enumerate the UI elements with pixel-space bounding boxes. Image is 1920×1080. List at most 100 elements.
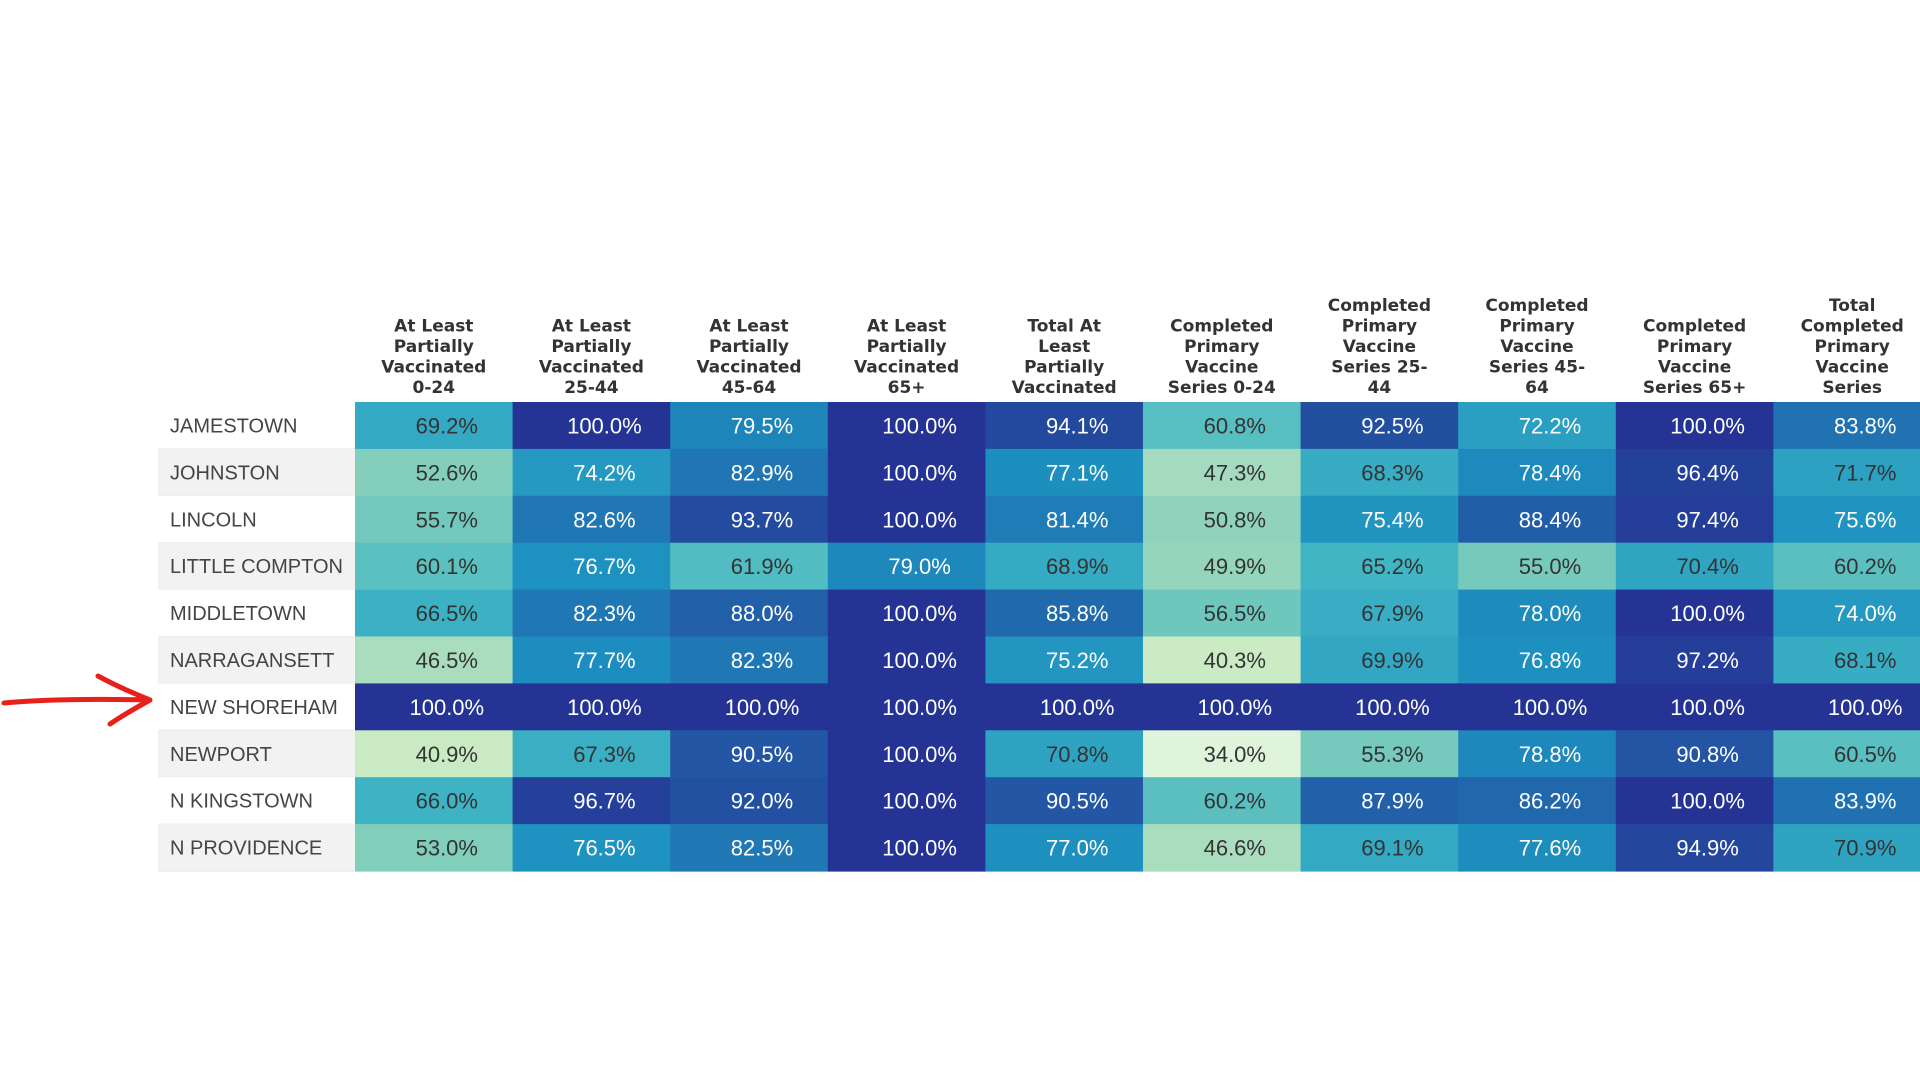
row-label-background xyxy=(158,683,355,731)
heatmap-cell xyxy=(827,683,986,731)
heatmap-cell xyxy=(1615,636,1774,684)
row-label: JAMESTOWN xyxy=(170,415,297,437)
heatmap-cell xyxy=(1300,589,1459,638)
row-label: N PROVIDENCE xyxy=(170,838,322,860)
cell-value-label: 79.0% xyxy=(888,554,950,579)
cell-value-label: 100.0% xyxy=(882,695,957,720)
cell-value-label: 60.2% xyxy=(1834,554,1896,579)
cell-value-label: 82.5% xyxy=(731,836,793,861)
heatmap-cell xyxy=(1773,448,1920,497)
heatmap-cell xyxy=(1458,495,1617,544)
column-header-line: At Least xyxy=(867,317,946,337)
cell-value-label: 55.0% xyxy=(1519,554,1581,579)
column-header-line: 44 xyxy=(1368,378,1392,398)
heatmap-cell xyxy=(355,683,514,731)
cell-value-label: 100.0% xyxy=(1670,695,1745,720)
column-header-line: At Least xyxy=(394,317,473,337)
cell-value-label: 78.0% xyxy=(1519,601,1581,626)
cell-value-label: 88.0% xyxy=(731,601,793,626)
cell-value-label: 100.0% xyxy=(409,695,484,720)
column-header-line: Partially xyxy=(867,337,947,357)
cell-value-label: 74.0% xyxy=(1834,601,1896,626)
cell-value-label: 92.5% xyxy=(1361,413,1423,438)
heatmap-cell xyxy=(985,542,1144,591)
column-header-line: Vaccinated xyxy=(539,358,644,378)
cell-value-label: 55.3% xyxy=(1361,742,1423,767)
cell-value-label: 83.8% xyxy=(1834,413,1896,438)
heatmap-cell xyxy=(1458,824,1617,872)
cell-value-label: 67.9% xyxy=(1361,601,1423,626)
heatmap-cell xyxy=(670,589,829,638)
row-label-background xyxy=(158,402,355,449)
cell-value-label: 81.4% xyxy=(1046,507,1108,532)
cell-value-label: 100.0% xyxy=(882,648,957,673)
heatmap-cell xyxy=(512,824,671,872)
cell-value-label: 100.0% xyxy=(882,836,957,861)
cell-value-label: 66.0% xyxy=(416,789,478,814)
cell-value-label: 78.4% xyxy=(1519,460,1581,485)
heatmap-cell xyxy=(512,730,671,778)
row-label: LITTLE COMPTON xyxy=(170,556,343,578)
cell-value-label: 82.9% xyxy=(731,460,793,485)
heatmap-cell xyxy=(512,402,671,450)
row-label-background xyxy=(158,824,355,871)
heatmap-cell xyxy=(1615,683,1774,731)
cell-value-label: 68.3% xyxy=(1361,460,1423,485)
cell-value-label: 96.7% xyxy=(573,789,635,814)
column-header: Total At Least Partially Vaccinated xyxy=(1012,317,1117,399)
column-header-line: Vaccine xyxy=(1500,337,1573,357)
heatmap-cell xyxy=(355,542,514,591)
column-header: At Least Partially Vaccinated 25-44 xyxy=(539,317,644,399)
row-label: N KINGSTOWN xyxy=(170,791,313,813)
heatmap-cell xyxy=(1773,777,1920,825)
cell-value-label: 94.1% xyxy=(1046,413,1108,438)
cell-value-label: 46.5% xyxy=(416,648,478,673)
heatmap-cell xyxy=(1300,683,1459,731)
heatmap-cell xyxy=(985,495,1144,544)
cell-value-label: 46.6% xyxy=(1204,836,1266,861)
heatmap-cell xyxy=(827,448,986,497)
heatmap-cell xyxy=(1773,824,1920,872)
cell-value-label: 52.6% xyxy=(416,460,478,485)
heatmap-cell xyxy=(670,448,829,497)
cell-value-label: 100.0% xyxy=(1513,695,1588,720)
cell-value-label: 70.4% xyxy=(1676,554,1738,579)
heatmap-cell xyxy=(670,636,829,684)
cell-value-label: 68.1% xyxy=(1834,648,1896,673)
row-label: MIDDLETOWN xyxy=(170,603,306,625)
heatmap-cell xyxy=(670,730,829,778)
heatmap-cell xyxy=(985,777,1144,825)
cell-value-label: 85.8% xyxy=(1046,601,1108,626)
heatmap-cell xyxy=(1773,730,1920,778)
cell-value-label: 75.6% xyxy=(1834,507,1896,532)
cell-value-label: 100.0% xyxy=(1670,601,1745,626)
heatmap-cell xyxy=(670,402,829,450)
heatmap-cell xyxy=(1300,402,1459,450)
heatmap-cell xyxy=(827,495,986,544)
column-header: Total Completed Primary Vaccine Series xyxy=(1801,296,1904,398)
row-label-background xyxy=(158,636,355,684)
heatmap-cell xyxy=(1773,402,1920,450)
row-label: JOHNSTON xyxy=(170,462,280,484)
cell-value-label: 100.0% xyxy=(882,742,957,767)
row-label-background xyxy=(158,589,355,637)
cell-value-label: 75.4% xyxy=(1361,507,1423,532)
heatmap-cell xyxy=(985,589,1144,638)
column-header-line: Primary xyxy=(1184,337,1259,357)
column-header: At Least Partially Vaccinated 0-24 xyxy=(381,317,486,399)
column-header-line: Series xyxy=(1822,378,1882,398)
row-label-background xyxy=(158,448,355,496)
heatmap-cell xyxy=(1458,683,1617,731)
cell-value-label: 100.0% xyxy=(882,507,957,532)
cell-value-label: 70.8% xyxy=(1046,742,1108,767)
cell-value-label: 77.7% xyxy=(573,648,635,673)
heatmap-cell xyxy=(670,777,829,825)
cell-value-label: 83.9% xyxy=(1834,789,1896,814)
cell-value-label: 82.6% xyxy=(573,507,635,532)
heatmap-cell xyxy=(670,824,829,872)
cell-value-label: 78.8% xyxy=(1519,742,1581,767)
heatmap-cell xyxy=(1458,777,1617,825)
cell-value-label: 74.2% xyxy=(573,460,635,485)
cell-value-label: 100.0% xyxy=(1828,695,1903,720)
